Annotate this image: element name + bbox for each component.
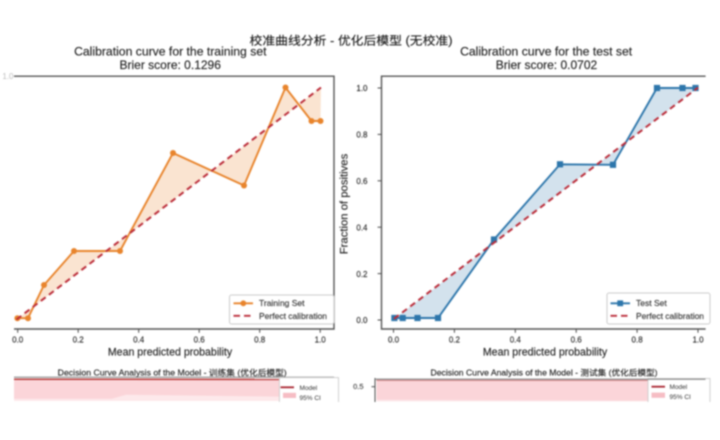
- svg-text:Brier score: 0.1296: Brier score: 0.1296: [120, 58, 222, 72]
- svg-text:0.6: 0.6: [571, 336, 583, 345]
- svg-text:0.2: 0.2: [449, 336, 461, 345]
- svg-text:校准曲线分析 - 优化后模型 (无校准): 校准曲线分析 - 优化后模型 (无校准): [250, 34, 453, 48]
- svg-text:0.8: 0.8: [254, 336, 266, 345]
- svg-text:Fraction of positives: Fraction of positives: [339, 153, 351, 254]
- svg-text:Calibration curve for the trai: Calibration curve for the training set: [74, 44, 267, 58]
- svg-text:Model: Model: [300, 385, 318, 392]
- svg-text:1.0: 1.0: [356, 84, 368, 93]
- svg-text:95% CI: 95% CI: [670, 394, 692, 401]
- svg-text:0.2: 0.2: [73, 336, 85, 345]
- svg-text:Brier score: 0.0702: Brier score: 0.0702: [496, 58, 598, 72]
- svg-text:0.5: 0.5: [353, 382, 363, 391]
- svg-text:1.0: 1.0: [692, 336, 704, 345]
- svg-text:0.6: 0.6: [194, 336, 206, 345]
- svg-text:0.8: 0.8: [356, 131, 368, 140]
- svg-text:Decision Curve Analysis of the: Decision Curve Analysis of the Model - 测…: [431, 368, 658, 378]
- svg-text:1.0: 1.0: [2, 72, 14, 81]
- svg-text:Mean predicted probability: Mean predicted probability: [108, 347, 233, 359]
- svg-text:Model: Model: [670, 384, 688, 391]
- svg-text:0.6: 0.6: [356, 177, 368, 186]
- svg-text:Decision Curve Analysis of the: Decision Curve Analysis of the Model - 训…: [58, 368, 287, 378]
- svg-text:0.8: 0.8: [632, 336, 644, 345]
- svg-text:Perfect calibration: Perfect calibration: [259, 311, 327, 321]
- svg-text:0.0: 0.0: [356, 316, 368, 325]
- svg-text:0.4: 0.4: [133, 336, 145, 345]
- svg-text:0.0: 0.0: [388, 336, 400, 345]
- svg-text:0.4: 0.4: [510, 336, 522, 345]
- svg-text:Training Set: Training Set: [259, 298, 305, 308]
- svg-text:Test Set: Test Set: [636, 298, 667, 308]
- svg-text:Perfect calibration: Perfect calibration: [636, 311, 704, 321]
- svg-text:0.4: 0.4: [356, 223, 368, 232]
- svg-text:95% CI: 95% CI: [300, 395, 322, 402]
- svg-text:Mean predicted probability: Mean predicted probability: [483, 347, 608, 359]
- svg-text:Calibration curve for the test: Calibration curve for the test set: [460, 44, 633, 58]
- svg-text:0.2: 0.2: [356, 270, 368, 279]
- svg-text:1.0: 1.0: [315, 336, 327, 345]
- svg-text:0.0: 0.0: [12, 336, 24, 345]
